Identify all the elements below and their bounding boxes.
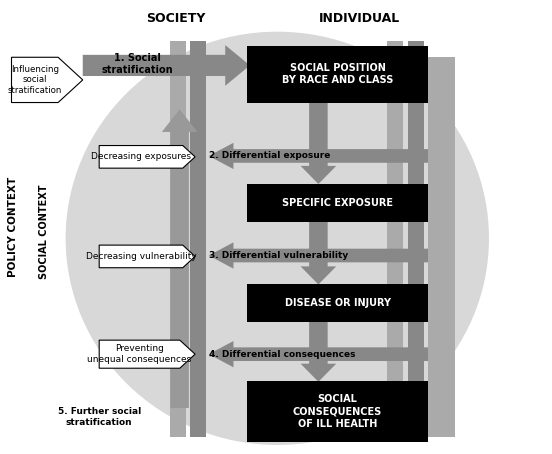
- Polygon shape: [301, 101, 336, 184]
- Text: 5. Further social
stratification: 5. Further social stratification: [57, 407, 141, 427]
- Polygon shape: [99, 245, 195, 268]
- FancyBboxPatch shape: [171, 41, 186, 438]
- Text: Preventing
unequal consequences: Preventing unequal consequences: [87, 345, 192, 364]
- Polygon shape: [209, 242, 428, 269]
- Text: 1. Social
stratification: 1. Social stratification: [102, 53, 173, 75]
- FancyBboxPatch shape: [247, 284, 428, 322]
- Text: SOCIETY: SOCIETY: [146, 12, 205, 25]
- Text: Decreasing exposures: Decreasing exposures: [91, 153, 191, 161]
- Text: Decreasing vulnerability: Decreasing vulnerability: [86, 252, 197, 261]
- FancyBboxPatch shape: [428, 57, 455, 438]
- Polygon shape: [209, 341, 428, 367]
- Polygon shape: [209, 143, 428, 169]
- Polygon shape: [162, 109, 198, 408]
- Text: 3. Differential vulnerability: 3. Differential vulnerability: [209, 251, 348, 260]
- Text: INDIVIDUAL: INDIVIDUAL: [319, 12, 400, 25]
- Text: Influencing
social
stratification: Influencing social stratification: [8, 65, 62, 95]
- Polygon shape: [83, 45, 250, 86]
- Text: 4. Differential consequences: 4. Differential consequences: [209, 350, 355, 359]
- Polygon shape: [99, 340, 195, 368]
- Ellipse shape: [66, 32, 489, 444]
- Text: 2. Differential exposure: 2. Differential exposure: [209, 152, 330, 160]
- FancyBboxPatch shape: [190, 41, 205, 438]
- Text: POLICY CONTEXT: POLICY CONTEXT: [8, 177, 18, 277]
- FancyBboxPatch shape: [408, 41, 424, 438]
- Polygon shape: [12, 57, 83, 103]
- Text: SOCIAL POSITION
BY RACE AND CLASS: SOCIAL POSITION BY RACE AND CLASS: [282, 63, 393, 85]
- FancyBboxPatch shape: [247, 381, 428, 442]
- FancyBboxPatch shape: [247, 184, 428, 222]
- FancyBboxPatch shape: [247, 46, 428, 103]
- Polygon shape: [99, 146, 195, 168]
- Polygon shape: [301, 222, 336, 285]
- Polygon shape: [301, 321, 336, 382]
- Text: SPECIFIC EXPOSURE: SPECIFIC EXPOSURE: [282, 198, 393, 208]
- Text: SOCIAL CONTEXT: SOCIAL CONTEXT: [39, 184, 49, 279]
- Text: SOCIAL
CONSEQUENCES
OF ILL HEALTH: SOCIAL CONSEQUENCES OF ILL HEALTH: [293, 394, 382, 429]
- Text: DISEASE OR INJURY: DISEASE OR INJURY: [285, 298, 391, 308]
- FancyBboxPatch shape: [387, 41, 404, 438]
